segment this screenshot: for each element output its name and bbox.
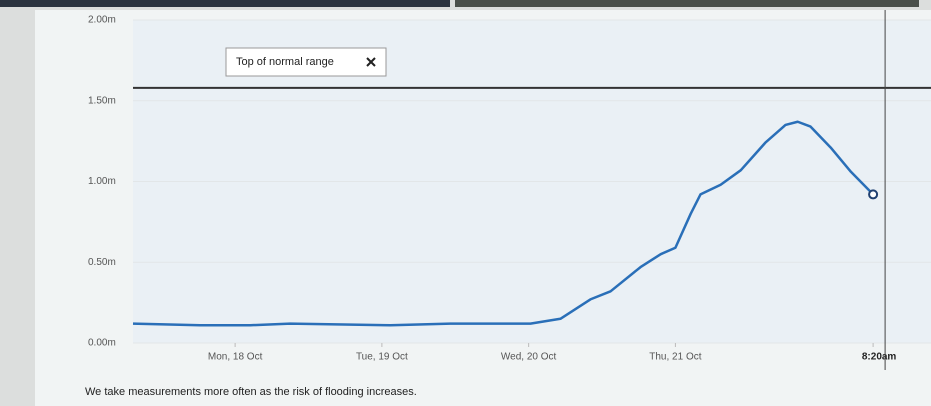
annotation-text: Top of normal range xyxy=(236,56,334,68)
caption: We take measurements more often as the r… xyxy=(85,386,417,398)
y-tick-label: 1.00m xyxy=(88,176,116,187)
x-tick-label: Thu, 21 Oct xyxy=(649,352,701,363)
y-tick-label: 2.00m xyxy=(88,15,116,26)
top-image xyxy=(0,0,450,7)
x-tick-label: Wed, 20 Oct xyxy=(501,352,557,363)
close-icon[interactable] xyxy=(366,57,376,67)
x-tick-label: 8:20am xyxy=(862,352,897,363)
annotation: Top of normal range xyxy=(225,47,387,77)
x-tick-label: Mon, 18 Oct xyxy=(208,352,263,363)
y-tick-label: 0.00m xyxy=(88,338,116,349)
line xyxy=(132,120,874,327)
y-tick-label: 1.50m xyxy=(88,95,116,106)
annotation-box xyxy=(225,47,387,77)
top-image xyxy=(455,0,919,7)
latest-marker xyxy=(868,189,879,200)
x-tick-label: Tue, 19 Oct xyxy=(356,352,408,363)
y-tick-label: 0.50m xyxy=(88,257,116,268)
